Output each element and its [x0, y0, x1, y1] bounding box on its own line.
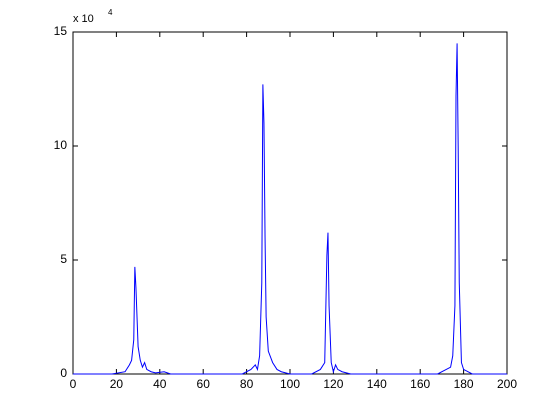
- x-tick-label: 40: [153, 377, 167, 391]
- x-tick-label: 180: [454, 377, 474, 391]
- y-multiplier: x 10: [73, 13, 94, 25]
- x-tick-label: 60: [197, 377, 211, 391]
- x-tick-label: 120: [323, 377, 343, 391]
- x-tick-label: 160: [410, 377, 430, 391]
- y-tick-label: 5: [60, 252, 67, 266]
- data-line: [73, 43, 507, 375]
- y-multiplier-exponent: 4: [108, 8, 113, 17]
- x-tick-label: 20: [110, 377, 124, 391]
- x-tick-label: 100: [280, 377, 300, 391]
- x-tick-label: 0: [70, 377, 77, 391]
- y-tick-label: 0: [60, 366, 67, 380]
- x-tick-label: 80: [240, 377, 254, 391]
- x-tick-label: 140: [367, 377, 387, 391]
- x-tick-label: 200: [497, 377, 517, 391]
- y-tick-label: 15: [54, 24, 68, 38]
- y-tick-label: 10: [54, 138, 68, 152]
- plot-area: [72, 31, 508, 375]
